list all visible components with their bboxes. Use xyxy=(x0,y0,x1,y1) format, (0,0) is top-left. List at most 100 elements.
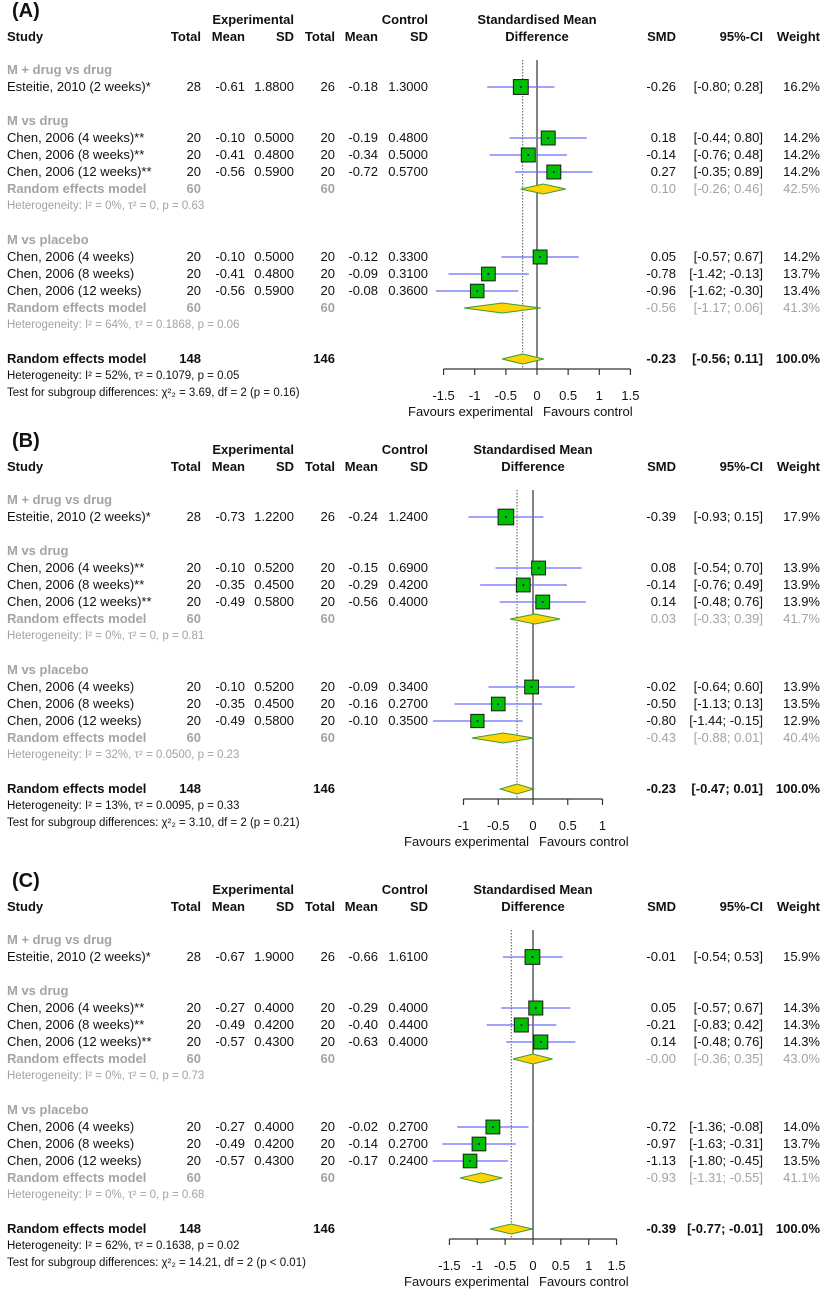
ci-lower: -1.36 xyxy=(692,1119,723,1134)
ci-lower: -1.17 xyxy=(697,300,727,315)
ci-upper: 0.46 xyxy=(734,181,760,196)
panel-label: (A) xyxy=(12,0,40,22)
ci-upper: -0.30 xyxy=(729,283,760,298)
ci-punctuation: [ xyxy=(693,730,698,745)
study-weight: 13.5% xyxy=(783,1153,820,1168)
header-c-mean: Mean xyxy=(344,29,378,44)
subgroup-model-label: Random effects model xyxy=(7,181,147,196)
panel-label: (C) xyxy=(12,870,40,892)
study-em: -0.67 xyxy=(215,949,245,964)
subgroup-label: M vs drug xyxy=(7,113,69,128)
header-control: Control xyxy=(381,882,428,897)
study-name: Chen, 2006 (8 weeks)** xyxy=(7,1017,145,1032)
ci-upper: 0.80 xyxy=(734,130,760,145)
subgroup-label: M vs placebo xyxy=(7,1102,89,1117)
study-csd: 0.5000 xyxy=(388,147,428,162)
study-smd: -0.78 xyxy=(646,266,676,281)
ci-punctuation: ] xyxy=(758,351,763,366)
study-em: -0.49 xyxy=(215,594,245,609)
study-ci: [-1.13; 0.13] xyxy=(694,696,763,712)
study-name: Chen, 2006 (12 weeks)** xyxy=(7,164,152,179)
subgroup-heterogeneity: Heterogeneity: I² = 64%, τ² = 0.1868, p … xyxy=(7,319,240,331)
subgroup-e-total: 60 xyxy=(186,181,201,196)
study-em: -0.49 xyxy=(215,1017,245,1032)
subgroup-weight: 43.0% xyxy=(783,1051,820,1066)
ci-punctuation: ] xyxy=(759,1170,763,1185)
study-smd: 0.18 xyxy=(650,130,676,145)
effect-point xyxy=(476,290,479,292)
study-csd: 0.2700 xyxy=(388,696,428,711)
subgroup-ci: [-0.36; 0.35] xyxy=(694,1051,763,1067)
overall-model-label: Random effects model xyxy=(7,781,147,796)
study-ci: [-0.48; 0.76] xyxy=(694,594,763,610)
study-esd: 1.9000 xyxy=(254,949,294,964)
study-em: -0.49 xyxy=(215,713,245,728)
subgroup-difference-test: Test for subgroup differences: χ²₂ = 3.6… xyxy=(7,387,300,399)
header-c-total: Total xyxy=(304,459,335,474)
header-c-mean: Mean xyxy=(344,899,378,914)
ci-lower: -0.36 xyxy=(697,1051,727,1066)
study-cm: -0.09 xyxy=(348,679,378,694)
study-csd: 0.3300 xyxy=(388,249,428,264)
study-ct: 20 xyxy=(320,577,335,592)
ci-punctuation: ; xyxy=(721,1221,730,1236)
header-e-mean: Mean xyxy=(211,29,245,44)
study-csd: 0.6900 xyxy=(388,560,428,575)
subgroup-ci: [-1.31; -0.55] xyxy=(689,1170,763,1186)
study-esd: 0.5800 xyxy=(254,594,294,609)
ci-lower: -0.64 xyxy=(697,679,727,694)
ci-punctuation: [ xyxy=(691,781,696,796)
ci-punctuation: [ xyxy=(693,130,698,145)
ci-punctuation: ; xyxy=(722,1153,730,1168)
favours-control: Favours control xyxy=(539,834,629,849)
study-ci: [-0.57; 0.67] xyxy=(694,1000,763,1016)
study-cm: -0.16 xyxy=(348,696,378,711)
ci-punctuation: [ xyxy=(693,509,698,524)
ci-upper: 0.28 xyxy=(734,79,760,94)
ci-punctuation: ; xyxy=(722,283,730,298)
study-ct: 20 xyxy=(320,696,335,711)
study-ct: 20 xyxy=(320,594,335,609)
x-tick-label: -1.5 xyxy=(438,1258,461,1273)
ci-punctuation: [ xyxy=(693,949,698,964)
ci-punctuation: ] xyxy=(758,781,763,796)
study-cm: -0.72 xyxy=(348,164,378,179)
subgroup-smd: -0.43 xyxy=(646,730,676,745)
overall-diamond xyxy=(501,353,544,365)
subgroup-diamond xyxy=(464,302,541,314)
subgroup-c-total: 60 xyxy=(320,181,335,196)
study-weight: 14.2% xyxy=(783,147,820,162)
ci-upper: 0.49 xyxy=(734,577,760,592)
study-et: 20 xyxy=(186,283,201,298)
ci-punctuation: ; xyxy=(726,1000,735,1015)
ci-upper: 0.15 xyxy=(734,509,760,524)
ci-punctuation: ] xyxy=(759,1034,763,1049)
ci-punctuation: [ xyxy=(689,1119,693,1134)
ci-lower: -0.56 xyxy=(696,351,727,366)
study-csd: 0.3400 xyxy=(388,679,428,694)
overall-smd: -0.23 xyxy=(646,781,676,796)
study-em: -0.73 xyxy=(215,509,245,524)
study-weight: 17.9% xyxy=(783,509,820,524)
study-ci: [-0.83; 0.42] xyxy=(694,1017,763,1033)
study-csd: 0.4000 xyxy=(388,594,428,609)
header-smd: SMD xyxy=(647,459,676,474)
study-ci: [-0.35; 0.89] xyxy=(694,164,763,180)
study-et: 20 xyxy=(186,130,201,145)
study-name: Chen, 2006 (8 weeks)** xyxy=(7,577,145,592)
ci-lower: -0.44 xyxy=(697,130,727,145)
study-et: 20 xyxy=(186,1034,201,1049)
study-name: Chen, 2006 (4 weeks) xyxy=(7,1119,135,1134)
x-tick-label: 0.5 xyxy=(558,818,577,833)
study-weight: 14.3% xyxy=(783,1017,820,1032)
study-smd: -0.97 xyxy=(646,1136,676,1151)
ci-punctuation: ] xyxy=(759,1119,763,1134)
ci-punctuation: [ xyxy=(693,577,698,592)
subgroup-heterogeneity: Heterogeneity: I² = 32%, τ² = 0.0500, p … xyxy=(7,749,240,761)
subgroup-smd: -0.56 xyxy=(646,300,676,315)
study-ci: [-1.62; -0.30] xyxy=(689,283,763,299)
ci-punctuation: ] xyxy=(759,1000,763,1015)
study-weight: 13.4% xyxy=(783,283,820,298)
header-control: Control xyxy=(381,12,428,27)
study-smd: -0.80 xyxy=(646,713,676,728)
